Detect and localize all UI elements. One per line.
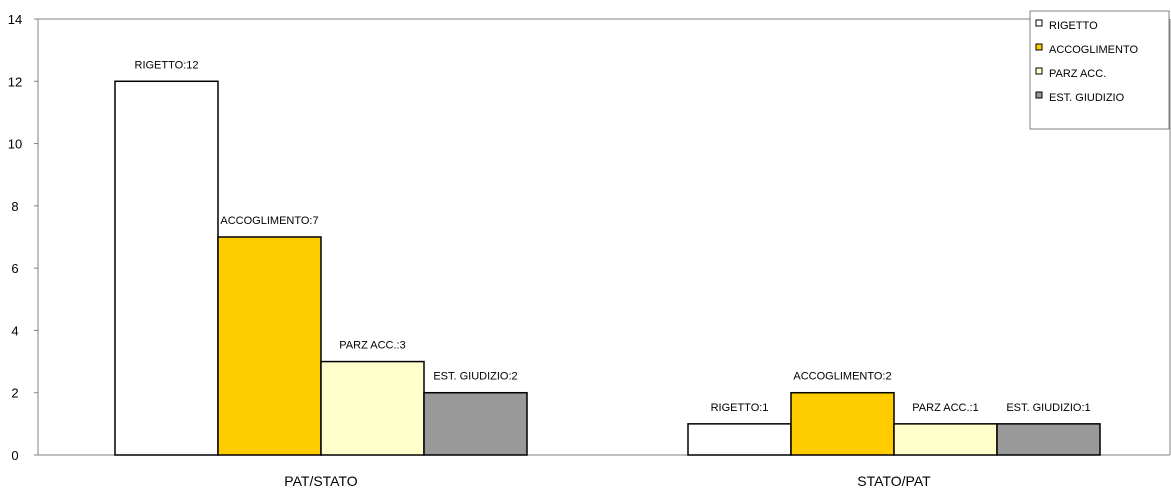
data-label: EST. GIUDIZIO:1 <box>1006 402 1090 414</box>
data-label: RIGETTO:1 <box>711 402 769 414</box>
y-tick-label: 6 <box>11 261 18 276</box>
bar-est-giudizio-pat-stato <box>423 391 528 456</box>
legend-box <box>1029 10 1170 130</box>
legend-label: ACCOGLIMENTO <box>1049 44 1138 56</box>
legend-swatch <box>1035 67 1043 75</box>
data-label: PARZ ACC.:3 <box>339 340 405 352</box>
y-tick-label: 2 <box>11 386 18 401</box>
legend-swatch <box>1035 19 1043 27</box>
data-label: PARZ ACC.:1 <box>912 402 978 414</box>
x-category-label: PAT/STATO <box>284 473 357 489</box>
y-tick-label: 12 <box>8 74 22 89</box>
data-labels: RIGETTO:12 ACCOGLIMENTO:7 PARZ ACC.:3 EST. … <box>135 59 1091 414</box>
y-tick-label: 0 <box>11 448 18 463</box>
data-label: ACCOGLIMENTO:2 <box>793 371 891 383</box>
bars <box>114 80 1101 456</box>
y-axis: 0 2 4 6 8 10 12 14 <box>8 12 38 463</box>
legend-label: EST. GIUDIZIO <box>1049 92 1125 104</box>
x-axis: PAT/STATO STATO/PAT <box>284 473 931 489</box>
legend-label: RIGETTO <box>1049 20 1098 32</box>
y-tick-label: 14 <box>8 12 22 27</box>
legend-swatch <box>1035 91 1043 99</box>
bar-accoglimento-stato-pat <box>790 391 895 456</box>
y-tick-label: 8 <box>11 199 18 214</box>
data-label: EST. GIUDIZIO:2 <box>433 371 517 383</box>
y-tick-label: 4 <box>11 323 18 338</box>
legend: RIGETTO ACCOGLIMENTO PARZ ACC. EST. GIUDIZI… <box>1029 10 1170 130</box>
bar-accoglimento-pat-stato <box>217 236 322 456</box>
legend-swatch <box>1035 43 1043 51</box>
data-label: ACCOGLIMENTO:7 <box>220 215 318 227</box>
bar-parz-acc-pat-stato <box>320 360 425 456</box>
bar-parz-acc-stato-pat <box>893 423 998 456</box>
x-category-label: STATO/PAT <box>857 473 931 489</box>
bar-rigetto-stato-pat <box>687 423 792 456</box>
legend-label: PARZ ACC. <box>1049 68 1106 80</box>
bar-est-giudizio-stato-pat <box>996 423 1101 456</box>
bar-rigetto-pat-stato <box>114 80 219 456</box>
y-tick-label: 10 <box>8 137 22 152</box>
data-label: RIGETTO:12 <box>135 59 199 71</box>
